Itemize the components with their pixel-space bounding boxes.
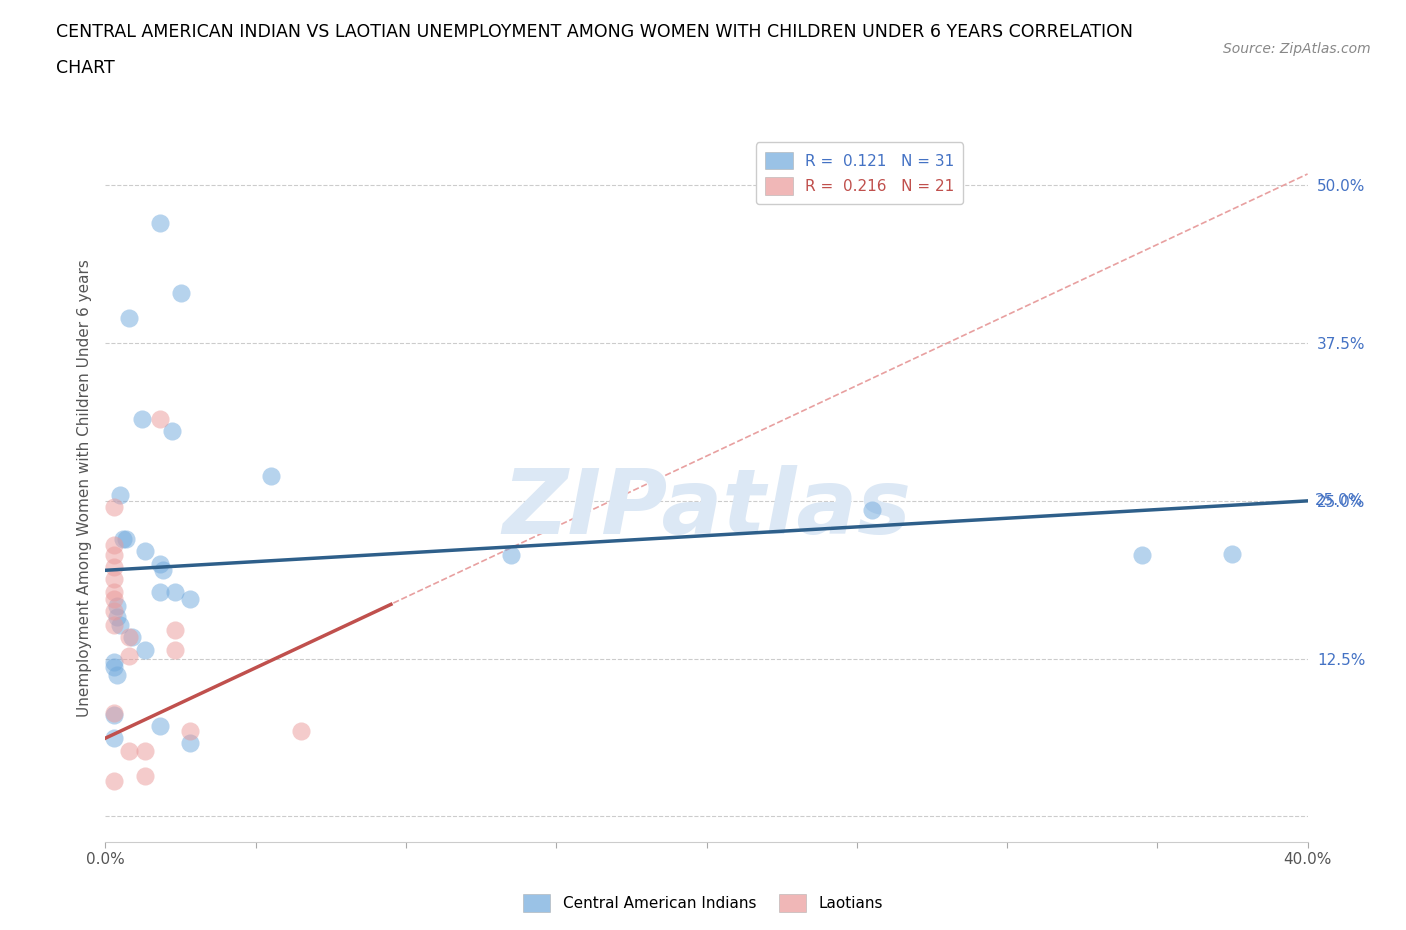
Point: [131, 411, 153, 426]
Point: [148, 556, 170, 571]
Text: CHART: CHART: [56, 59, 115, 76]
Point: [260, 468, 283, 483]
Point: [163, 584, 186, 599]
Point: [107, 609, 129, 624]
Point: [112, 531, 135, 546]
Point: [179, 736, 201, 751]
Point: [121, 630, 143, 644]
Point: [148, 216, 170, 231]
Point: [103, 731, 125, 746]
Point: [152, 563, 174, 578]
Point: [103, 559, 125, 574]
Point: [110, 618, 132, 632]
Point: [134, 743, 156, 758]
Point: [118, 743, 141, 758]
Point: [103, 774, 125, 789]
Point: [179, 591, 201, 606]
Point: [103, 538, 125, 552]
Text: CENTRAL AMERICAN INDIAN VS LAOTIAN UNEMPLOYMENT AMONG WOMEN WITH CHILDREN UNDER : CENTRAL AMERICAN INDIAN VS LAOTIAN UNEMP…: [56, 23, 1133, 41]
Point: [107, 668, 129, 683]
Point: [118, 311, 141, 325]
Point: [148, 718, 170, 733]
Point: [110, 487, 132, 502]
Point: [290, 724, 312, 738]
Point: [103, 591, 125, 606]
Point: [501, 548, 523, 563]
Point: [860, 502, 883, 517]
Point: [103, 499, 125, 514]
Y-axis label: Unemployment Among Women with Children Under 6 years: Unemployment Among Women with Children U…: [77, 259, 93, 717]
Point: [103, 548, 125, 563]
Point: [118, 649, 141, 664]
Point: [103, 660, 125, 675]
Point: [103, 655, 125, 670]
Point: [134, 643, 156, 658]
Text: Source: ZipAtlas.com: Source: ZipAtlas.com: [1223, 42, 1371, 56]
Point: [148, 584, 170, 599]
Point: [134, 544, 156, 559]
Point: [163, 643, 186, 658]
Point: [1222, 547, 1244, 562]
Text: 25.0%: 25.0%: [1315, 494, 1362, 509]
Point: [118, 630, 141, 644]
Legend: R =  0.121   N = 31, R =  0.216   N = 21: R = 0.121 N = 31, R = 0.216 N = 21: [756, 142, 963, 204]
Point: [103, 572, 125, 587]
Point: [179, 724, 201, 738]
Point: [103, 584, 125, 599]
Point: [1130, 548, 1153, 563]
Point: [148, 411, 170, 426]
Point: [103, 618, 125, 632]
Point: [134, 768, 156, 783]
Text: ZIPatlas: ZIPatlas: [502, 465, 911, 553]
Legend: Central American Indians, Laotians: Central American Indians, Laotians: [517, 888, 889, 918]
Point: [103, 604, 125, 618]
Point: [107, 598, 129, 613]
Point: [103, 706, 125, 721]
Point: [115, 531, 138, 546]
Point: [169, 286, 191, 300]
Point: [163, 622, 186, 637]
Point: [160, 424, 183, 439]
Point: [103, 708, 125, 723]
